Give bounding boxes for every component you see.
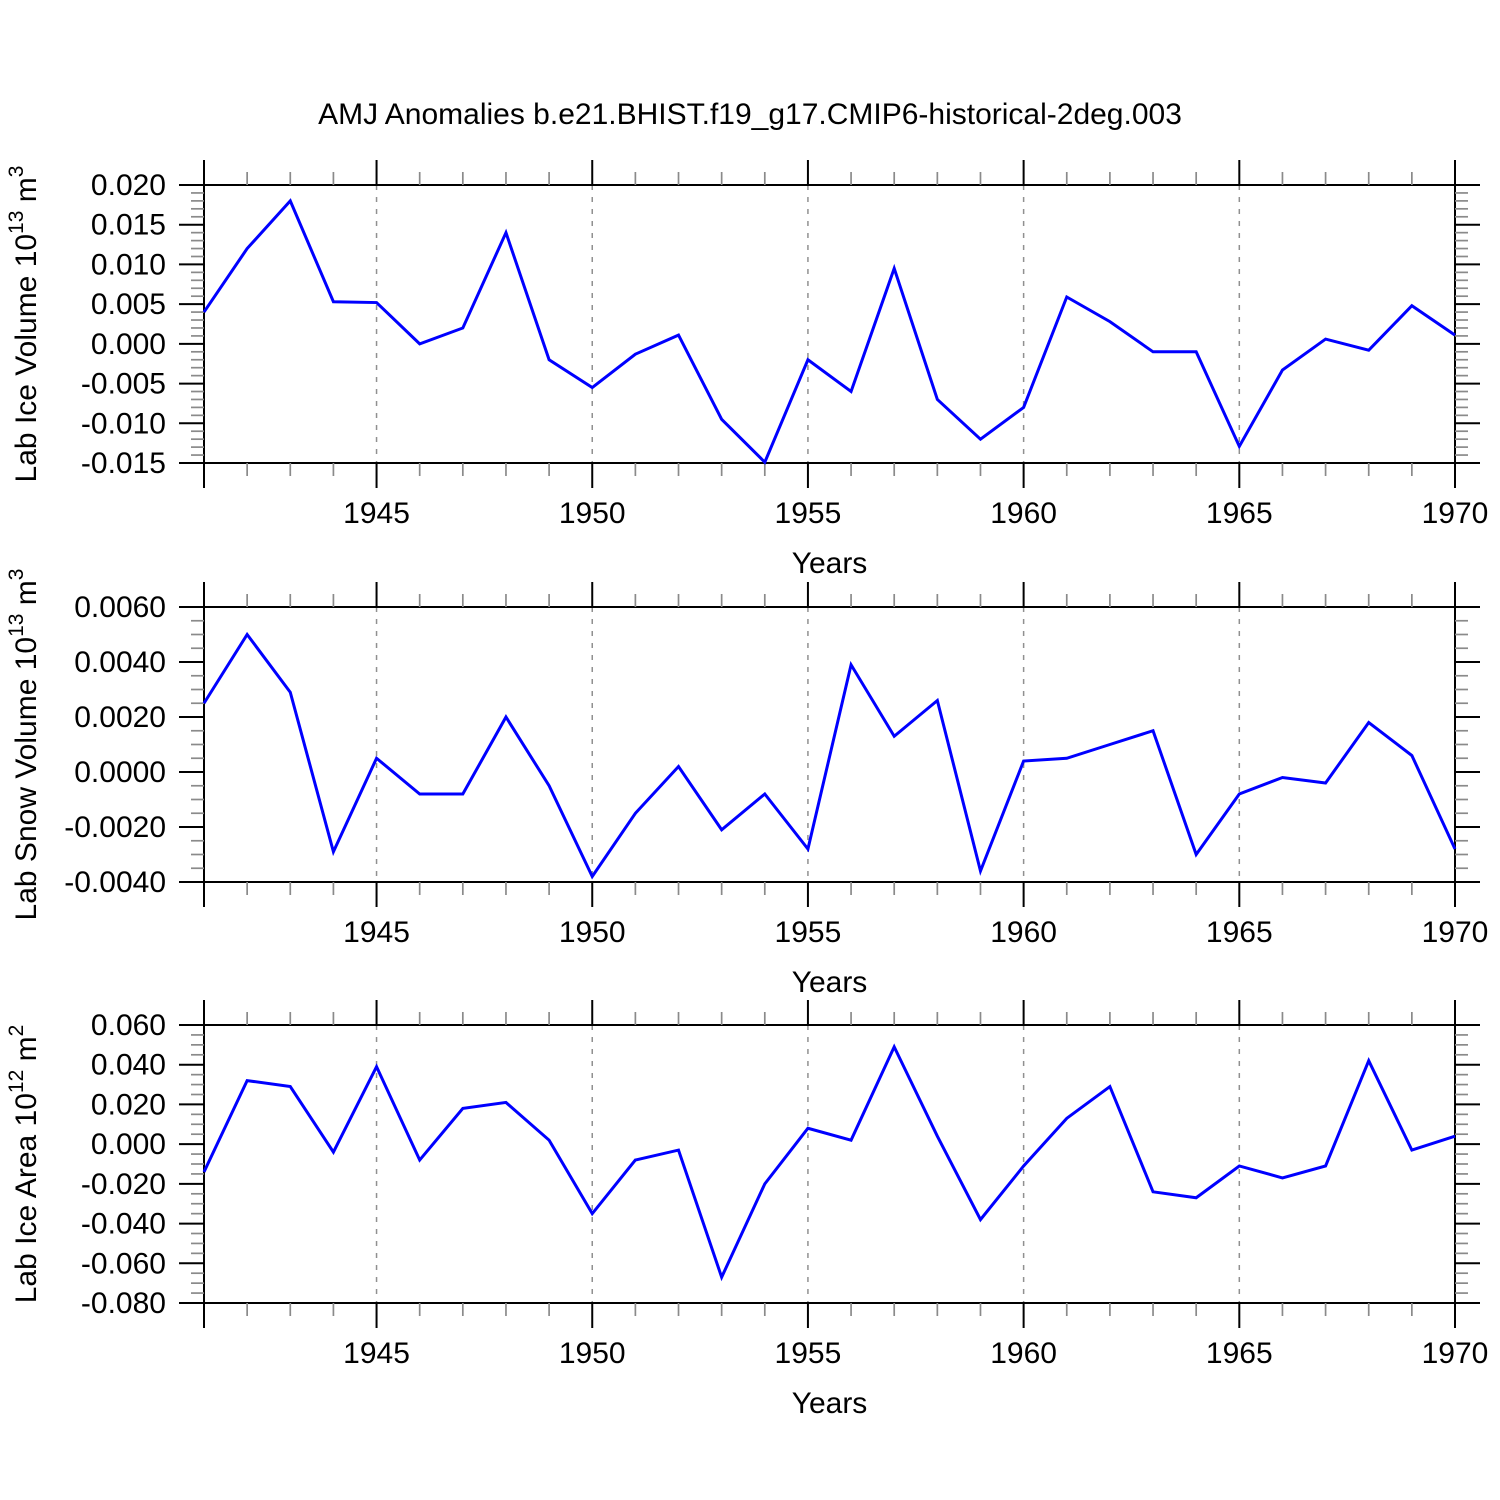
x-tick-label: 1970 xyxy=(1422,1337,1489,1370)
y-tick-label: 0.020 xyxy=(91,169,166,202)
y-tick-label: 0.0000 xyxy=(74,756,166,789)
y-tick-label: -0.0020 xyxy=(64,811,166,844)
y-tick-label: 0.010 xyxy=(91,248,166,281)
y-tick-label: -0.080 xyxy=(81,1287,166,1320)
x-tick-label: 1965 xyxy=(1206,497,1273,530)
y-tick-label: 0.000 xyxy=(91,328,166,361)
y-tick-label: -0.005 xyxy=(81,368,166,401)
x-tick-label: 1950 xyxy=(559,916,626,949)
x-tick-label: 1955 xyxy=(775,1337,842,1370)
x-tick-label: 1950 xyxy=(559,497,626,530)
y-tick-label: 0.005 xyxy=(91,288,166,321)
series-line-lab-snow-volume xyxy=(202,631,1457,880)
y-tick-label: 0.060 xyxy=(91,1009,166,1042)
y-axis-label: Lab Snow Volume 1013 m3 xyxy=(5,569,43,921)
x-tick-label: 1960 xyxy=(990,497,1057,530)
y-tick-label: 0.0060 xyxy=(74,591,166,624)
series-line-lab-ice-area xyxy=(202,1043,1456,1282)
y-tick-label: 0.0020 xyxy=(74,701,166,734)
x-axis-label: Years xyxy=(792,547,868,580)
plot-frame xyxy=(203,1024,1456,1304)
x-tick-label: 1945 xyxy=(343,497,410,530)
y-axis-label: Lab Ice Volume 1013 m3 xyxy=(5,166,43,483)
plot-frame xyxy=(203,606,1456,883)
y-tick-label: -0.040 xyxy=(81,1208,166,1241)
y-tick-label: 0.040 xyxy=(91,1049,166,1082)
x-tick-label: 1970 xyxy=(1422,916,1489,949)
x-tick-label: 1965 xyxy=(1206,916,1273,949)
plot-frame xyxy=(203,184,1456,464)
y-tick-label: -0.015 xyxy=(81,447,166,480)
x-tick-label: 1970 xyxy=(1422,497,1489,530)
y-tick-label: 0.020 xyxy=(91,1088,166,1121)
x-axis-label: Years xyxy=(792,1387,868,1420)
panel-lab-ice-volume: 0.020 0.015 0.010 0.005 0.000 -0.005 -0.010 -0.… xyxy=(5,160,1488,580)
x-tick-label: 1945 xyxy=(343,1337,410,1370)
panel-lab-snow-volume: 0.0060 0.0040 0.0020 0.0000 -0.0020 -0.0040 19… xyxy=(5,569,1488,999)
x-tick-label: 1960 xyxy=(990,1337,1057,1370)
y-tick-label: -0.010 xyxy=(81,407,166,440)
x-tick-label: 1965 xyxy=(1206,1337,1273,1370)
panel-lab-ice-area: 0.060 0.040 0.020 0.000 -0.020 -0.040 -0.060 -0… xyxy=(5,1000,1488,1420)
x-tick-label: 1955 xyxy=(775,916,842,949)
chart-title: AMJ Anomalies b.e21.BHIST.f19_g17.CMIP6-… xyxy=(318,98,1182,131)
y-tick-label: 0.015 xyxy=(91,209,166,242)
x-tick-label: 1950 xyxy=(559,1337,626,1370)
x-tick-label: 1960 xyxy=(990,916,1057,949)
y-tick-label: -0.060 xyxy=(81,1247,166,1280)
series-line-lab-ice-volume xyxy=(202,198,1456,465)
y-tick-label: -0.0040 xyxy=(64,866,166,899)
x-axis-label: Years xyxy=(792,966,868,999)
y-tick-label: -0.020 xyxy=(81,1168,166,1201)
y-tick-label: 0.000 xyxy=(91,1128,166,1161)
x-tick-label: 1945 xyxy=(343,916,410,949)
x-tick-label: 1955 xyxy=(775,497,842,530)
y-tick-label: 0.0040 xyxy=(74,646,166,679)
y-axis-label: Lab Ice Area 1012 m2 xyxy=(5,1025,43,1304)
